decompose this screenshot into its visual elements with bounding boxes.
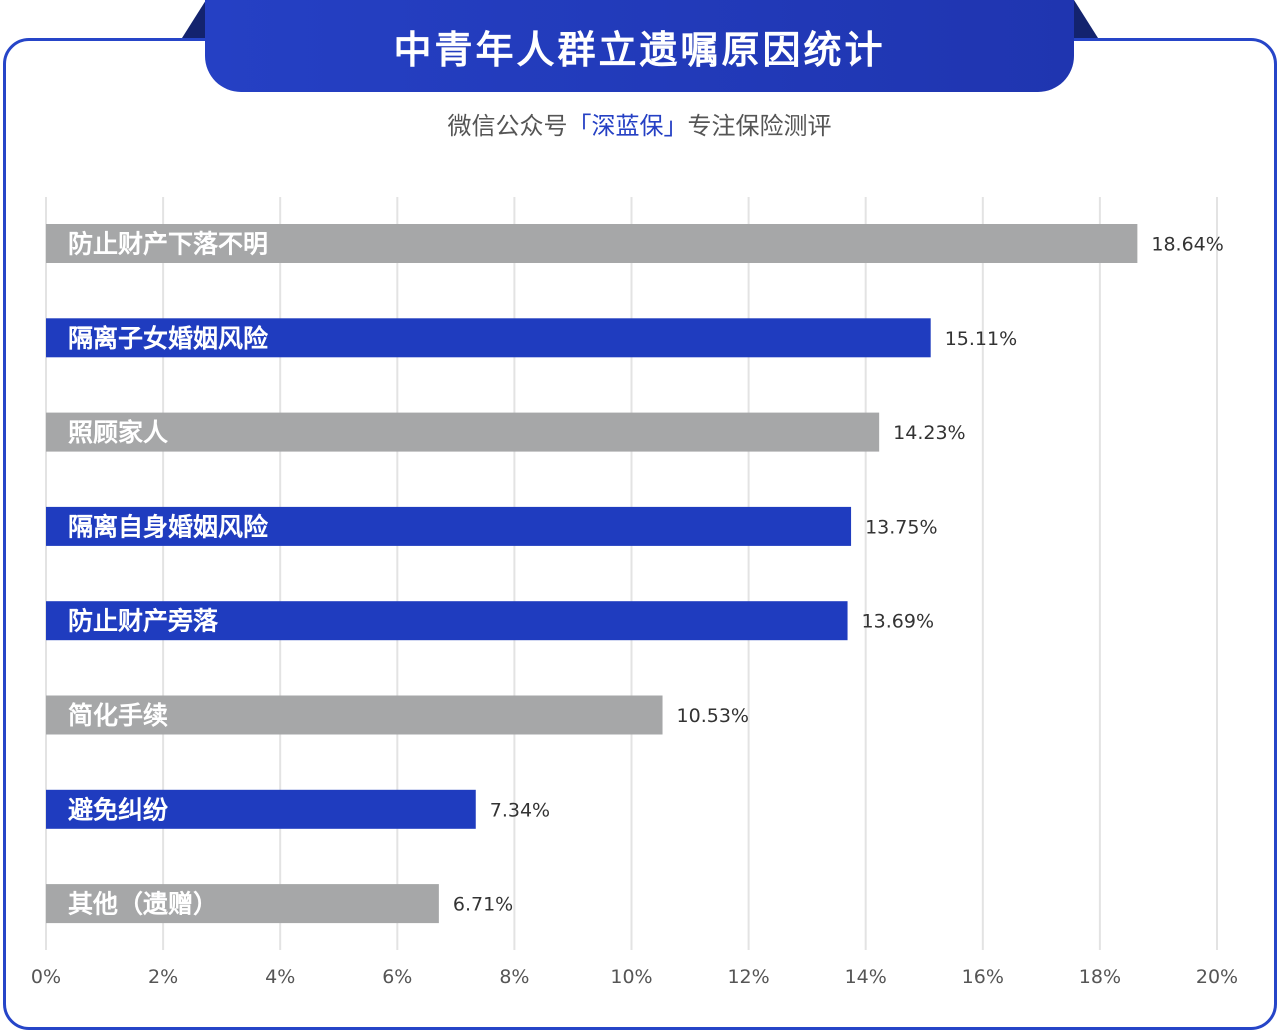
- bar: [46, 601, 848, 641]
- x-tick-label: 14%: [845, 966, 887, 988]
- bar: [46, 412, 880, 452]
- x-tick-label: 6%: [382, 966, 412, 988]
- category-label: 防止财产旁落: [68, 607, 219, 636]
- category-label: 隔离子女婚姻风险: [68, 324, 269, 353]
- x-tick-label: 4%: [265, 966, 295, 988]
- category-label: 隔离自身婚姻风险: [68, 512, 269, 541]
- value-label: 13.69%: [862, 611, 934, 633]
- chart-subtitle: 微信公众号「深蓝保」专注保险测评: [0, 106, 1279, 141]
- x-tick-label: 8%: [499, 966, 529, 988]
- x-tick-label: 18%: [1079, 966, 1121, 988]
- x-tick-label: 12%: [727, 966, 769, 988]
- value-label: 18.64%: [1151, 234, 1223, 256]
- x-tick-label: 0%: [31, 966, 61, 988]
- value-label: 6.71%: [453, 894, 513, 916]
- subtitle-brand: 「深蓝保」: [567, 112, 688, 140]
- category-label: 简化手续: [68, 701, 168, 730]
- bar: [46, 695, 663, 735]
- subtitle-suffix: 专注保险测评: [687, 112, 832, 140]
- value-label: 14.23%: [893, 422, 965, 444]
- bar: [46, 224, 1138, 263]
- x-tick-label: 2%: [148, 966, 178, 988]
- bar: [46, 884, 439, 924]
- bar: [46, 318, 931, 358]
- value-label: 10.53%: [677, 705, 749, 727]
- category-label: 防止财产下落不明: [68, 230, 268, 259]
- subtitle-prefix: 微信公众号: [447, 112, 568, 140]
- x-tick-label: 10%: [610, 966, 652, 988]
- value-label: 7.34%: [490, 799, 550, 821]
- bar: [46, 506, 852, 546]
- category-label: 照顾家人: [68, 418, 168, 447]
- value-label: 13.75%: [865, 516, 937, 538]
- x-tick-label: 16%: [962, 966, 1004, 988]
- value-label: 15.11%: [945, 328, 1017, 350]
- category-label: 避免纠纷: [68, 795, 168, 824]
- chart-title: 中青年人群立遗嘱原因统计: [393, 27, 886, 72]
- banner-ear-left: [182, 0, 206, 38]
- category-label: 其他（遗赠）: [68, 890, 218, 919]
- bar: [46, 789, 476, 829]
- x-tick-label: 20%: [1196, 966, 1238, 988]
- title-banner: 中青年人群立遗嘱原因统计: [205, 0, 1074, 92]
- banner-ear-right: [1074, 0, 1098, 38]
